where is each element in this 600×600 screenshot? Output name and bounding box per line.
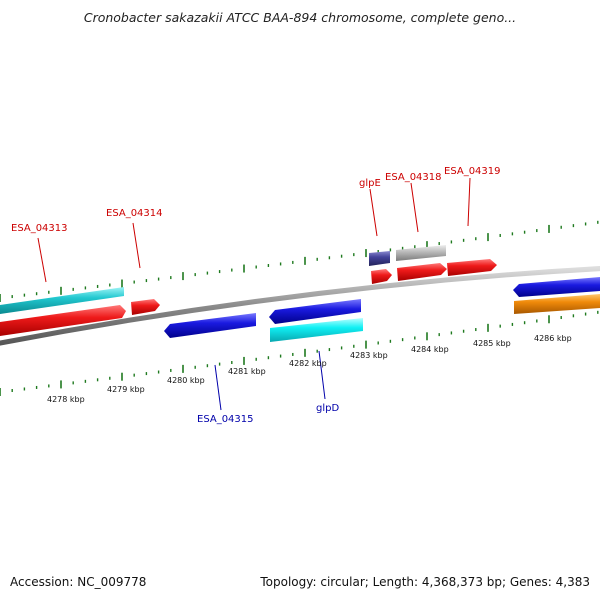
callout-glpD [318,350,326,400]
forward-tick-track [0,220,599,302]
scale-labels: 4278 kbp 4279 kbp 4280 kbp 4281 kbp 4282… [47,334,572,404]
label-ESA-04318: ESA_04318 [385,172,442,183]
callout-ESA-04315 [214,364,222,411]
label-ESA-04313: ESA_04313 [11,223,68,234]
gene-glpE-box[interactable] [369,251,390,266]
scale-label: 4286 kbp [534,334,572,343]
scale-label: 4281 kbp [228,367,266,376]
scale-label: 4278 kbp [47,395,85,404]
label-ESA-04319: ESA_04319 [444,166,501,177]
callout-glpE [369,188,378,237]
scale-label: 4284 kbp [411,345,449,354]
gene-blue-right-arrow[interactable] [513,277,600,297]
gene-blue-upper-arrow[interactable] [269,299,361,324]
forward-genes [0,245,497,336]
reverse-tick-track [0,310,599,396]
gene-glpE-arrow[interactable] [371,269,392,284]
gene-ESA-04314-arrow[interactable] [131,299,160,315]
map-title: Cronobacter sakazakii ATCC BAA-894 chrom… [83,10,517,25]
accession-label: Accession: NC_009778 [10,575,147,589]
genome-summary: Topology: circular; Length: 4,368,373 bp… [260,575,590,589]
callout-ESA-04314 [132,222,141,269]
gene-ESA-04315-arrow[interactable] [164,313,256,338]
gene-gray-box[interactable] [396,245,446,261]
callout-lines [37,177,471,411]
scale-label: 4279 kbp [107,385,145,394]
scale-label: 4282 kbp [289,359,327,368]
scale-label: 4280 kbp [167,376,205,385]
gene-ESA-04318-arrow[interactable] [397,263,447,281]
chromosome-backbone [0,266,600,346]
gene-labels: ESA_04313 ESA_04314 glpE ESA_04318 ESA_0… [11,166,501,425]
label-glpE: glpE [359,178,381,189]
gene-ESA-04319-arrow[interactable] [447,259,497,276]
callout-ESA-04319 [467,177,471,227]
label-ESA-04314: ESA_04314 [106,208,163,219]
gene-orange-right[interactable] [514,294,600,314]
scale-label: 4283 kbp [350,351,388,360]
gene-glpD-box[interactable] [270,318,363,342]
label-ESA-04315: ESA_04315 [197,414,254,425]
callout-ESA-04318 [410,182,419,233]
gene-cyan-left[interactable] [0,287,124,314]
callout-ESA-04313 [37,237,47,283]
gene-ESA-04313-arrow[interactable] [0,305,126,336]
label-glpD: glpD [316,403,339,414]
reverse-genes [164,277,600,342]
scale-label: 4285 kbp [473,339,511,348]
